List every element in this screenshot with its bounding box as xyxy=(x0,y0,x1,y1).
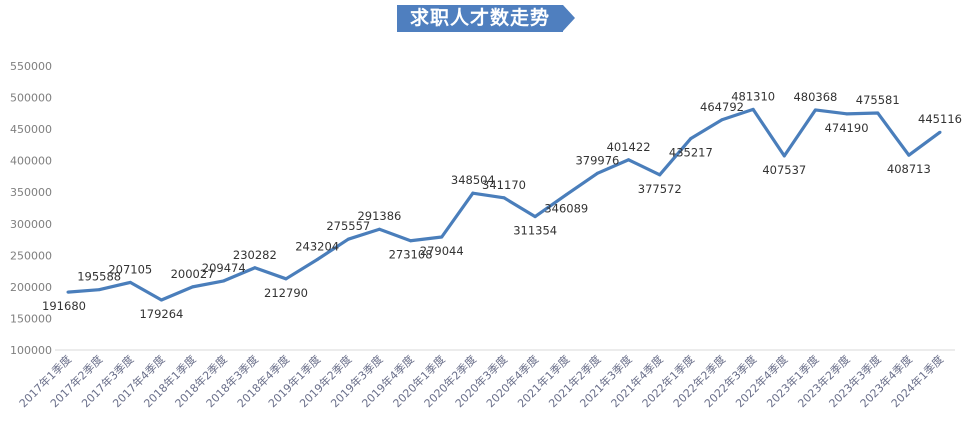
data-point xyxy=(315,258,319,262)
data-point xyxy=(533,215,537,219)
data-point xyxy=(782,154,786,158)
y-tick-label: 150000 xyxy=(10,312,52,325)
data-point xyxy=(284,277,288,281)
data-label: 480368 xyxy=(793,90,837,104)
y-tick-label: 500000 xyxy=(10,92,52,105)
data-point xyxy=(813,108,817,112)
y-tick-label: 400000 xyxy=(10,155,52,168)
data-point xyxy=(377,227,381,231)
data-label: 200027 xyxy=(171,267,215,281)
data-point xyxy=(595,171,599,175)
data-point xyxy=(845,112,849,116)
data-point xyxy=(409,239,413,243)
data-label: 474190 xyxy=(825,121,869,135)
data-label: 275557 xyxy=(326,219,370,233)
data-point xyxy=(564,193,568,197)
data-point xyxy=(720,118,724,122)
data-label: 191680 xyxy=(42,299,86,313)
data-label: 401422 xyxy=(607,140,651,154)
data-label: 291386 xyxy=(357,209,401,223)
data-point xyxy=(191,285,195,289)
data-point xyxy=(751,107,755,111)
data-label: 230282 xyxy=(233,248,277,262)
y-tick-label: 100000 xyxy=(10,344,52,357)
data-label: 445116 xyxy=(918,112,962,126)
y-tick-label: 450000 xyxy=(10,123,52,136)
y-tick-label: 300000 xyxy=(10,218,52,231)
data-label: 195588 xyxy=(77,270,121,284)
y-tick-label: 250000 xyxy=(10,249,52,262)
data-label: 243204 xyxy=(295,240,339,254)
data-label: 435217 xyxy=(669,145,713,159)
y-tick-label: 200000 xyxy=(10,281,52,294)
data-label: 279044 xyxy=(420,244,464,258)
data-label: 179264 xyxy=(139,307,183,321)
data-label: 475581 xyxy=(856,93,900,107)
data-label: 379976 xyxy=(575,153,619,167)
title-arrow-icon xyxy=(563,5,575,31)
data-point xyxy=(502,196,506,200)
data-label: 341170 xyxy=(482,178,526,192)
data-point xyxy=(440,235,444,239)
data-label: 273108 xyxy=(389,248,433,262)
data-point xyxy=(222,279,226,283)
data-label: 209474 xyxy=(202,261,246,275)
data-point xyxy=(97,288,101,292)
data-point xyxy=(627,158,631,162)
y-tick-label: 550000 xyxy=(10,60,52,73)
data-point xyxy=(66,290,70,294)
data-point xyxy=(346,237,350,241)
data-label: 311354 xyxy=(513,224,557,238)
data-point xyxy=(938,130,942,134)
data-point xyxy=(253,266,257,270)
data-label: 346089 xyxy=(544,202,588,216)
data-label: 408713 xyxy=(887,162,931,176)
data-point xyxy=(876,111,880,115)
data-label: 212790 xyxy=(264,286,308,300)
data-label: 207105 xyxy=(108,262,152,276)
y-tick-label: 350000 xyxy=(10,186,52,199)
data-point xyxy=(689,136,693,140)
data-label: 481310 xyxy=(731,89,775,103)
data-label: 464792 xyxy=(700,100,744,114)
data-label: 377572 xyxy=(638,182,682,196)
data-label: 407537 xyxy=(762,163,806,177)
chart-title: 求职人才数走势 xyxy=(397,5,563,32)
data-point xyxy=(471,191,475,195)
data-point xyxy=(658,173,662,177)
data-point xyxy=(907,153,911,157)
data-label: 348504 xyxy=(451,173,495,187)
data-point xyxy=(128,280,132,284)
data-point xyxy=(159,298,163,302)
